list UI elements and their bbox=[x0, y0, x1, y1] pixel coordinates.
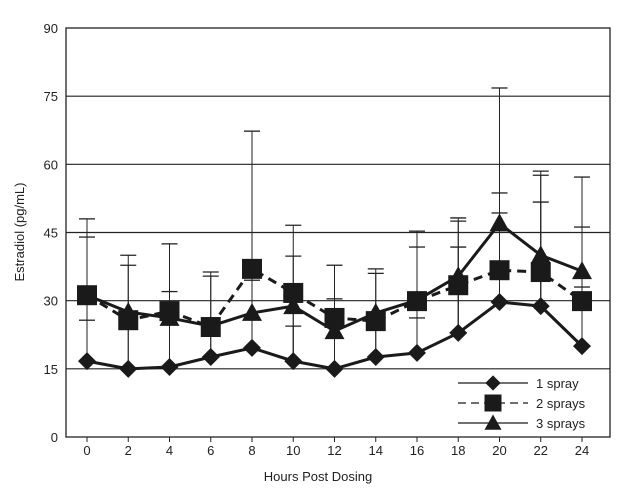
data-point-1-spray bbox=[284, 352, 303, 371]
data-point-3-sprays bbox=[407, 290, 427, 309]
data-point-1-spray bbox=[78, 352, 96, 371]
data-point-1-spray bbox=[449, 323, 468, 342]
data-point-3-sprays bbox=[489, 213, 510, 232]
y-tick-label: 15 bbox=[44, 362, 58, 377]
data-point-3-sprays bbox=[530, 245, 551, 264]
data-point-1-spray bbox=[573, 337, 591, 356]
x-tick-labels: 0 2 4 6 8 10 12 14 16 18 20 22 24 bbox=[83, 437, 589, 458]
x-tick-label: 14 bbox=[369, 443, 383, 458]
data-point-3-sprays bbox=[365, 302, 386, 321]
data-point-2-sprays bbox=[242, 258, 262, 279]
x-tick-label: 2 bbox=[125, 443, 132, 458]
y-tick-label: 0 bbox=[51, 430, 58, 445]
legend: 1 spray 2 sprays 3 sprays bbox=[458, 375, 586, 431]
data-point-3-sprays bbox=[283, 296, 304, 315]
x-tick-label: 18 bbox=[451, 443, 465, 458]
legend-marker-3-sprays bbox=[484, 414, 502, 430]
x-tick-label: 16 bbox=[410, 443, 424, 458]
x-tick-label: 4 bbox=[166, 443, 173, 458]
data-point-3-sprays bbox=[448, 266, 469, 285]
x-tick-label: 6 bbox=[207, 443, 214, 458]
x-tick-label: 22 bbox=[534, 443, 548, 458]
y-tick-label: 90 bbox=[44, 21, 58, 36]
legend-marker-2-sprays bbox=[484, 394, 502, 412]
y-tick-labels: 0 15 30 45 60 75 90 bbox=[44, 21, 58, 445]
x-tick-label: 12 bbox=[327, 443, 341, 458]
data-point-3-sprays bbox=[324, 321, 345, 340]
data-point-3-sprays bbox=[77, 285, 97, 304]
data-point-2-sprays bbox=[283, 282, 304, 303]
x-tick-label: 20 bbox=[492, 443, 506, 458]
y-tick-label: 30 bbox=[44, 294, 58, 309]
y-tick-label: 45 bbox=[44, 226, 58, 241]
y-tick-label: 75 bbox=[44, 89, 58, 104]
legend-marker-1-spray bbox=[485, 375, 501, 391]
data-point-1-spray bbox=[119, 359, 138, 378]
legend-label-2-sprays: 2 sprays bbox=[536, 396, 586, 411]
data-point-1-spray bbox=[325, 359, 344, 378]
y-axis-label: Estradiol (pg/mL) bbox=[12, 183, 27, 282]
data-point-1-spray bbox=[201, 348, 220, 367]
data-point-3-sprays bbox=[200, 316, 221, 335]
data-point-1-spray bbox=[408, 343, 426, 362]
x-tick-label: 8 bbox=[248, 443, 255, 458]
data-point-1-spray bbox=[243, 338, 261, 357]
data-point-2-sprays bbox=[324, 307, 345, 328]
data-point-1-spray bbox=[366, 348, 385, 367]
data-point-2-sprays bbox=[530, 262, 551, 283]
data-point-1-spray bbox=[531, 297, 550, 316]
x-tick-label: 0 bbox=[83, 443, 90, 458]
data-point-3-sprays bbox=[572, 261, 592, 280]
data-point-2-sprays bbox=[489, 260, 510, 281]
legend-label-3-sprays: 3 sprays bbox=[536, 416, 586, 431]
data-point-1-spray bbox=[160, 358, 179, 377]
data-point-3-sprays bbox=[118, 302, 139, 321]
y-tick-label: 60 bbox=[44, 157, 58, 172]
data-point-3-sprays bbox=[242, 302, 262, 321]
legend-label-1-spray: 1 spray bbox=[536, 376, 579, 391]
x-tick-label: 24 bbox=[575, 443, 589, 458]
grid-lines bbox=[65, 27, 611, 438]
x-tick-label: 10 bbox=[286, 443, 300, 458]
data-point-1-spray bbox=[490, 293, 509, 312]
data-point-3-sprays bbox=[159, 307, 180, 326]
x-axis-label: Hours Post Dosing bbox=[264, 469, 372, 484]
data-point-2-sprays bbox=[572, 291, 592, 312]
series-markers bbox=[77, 213, 592, 378]
